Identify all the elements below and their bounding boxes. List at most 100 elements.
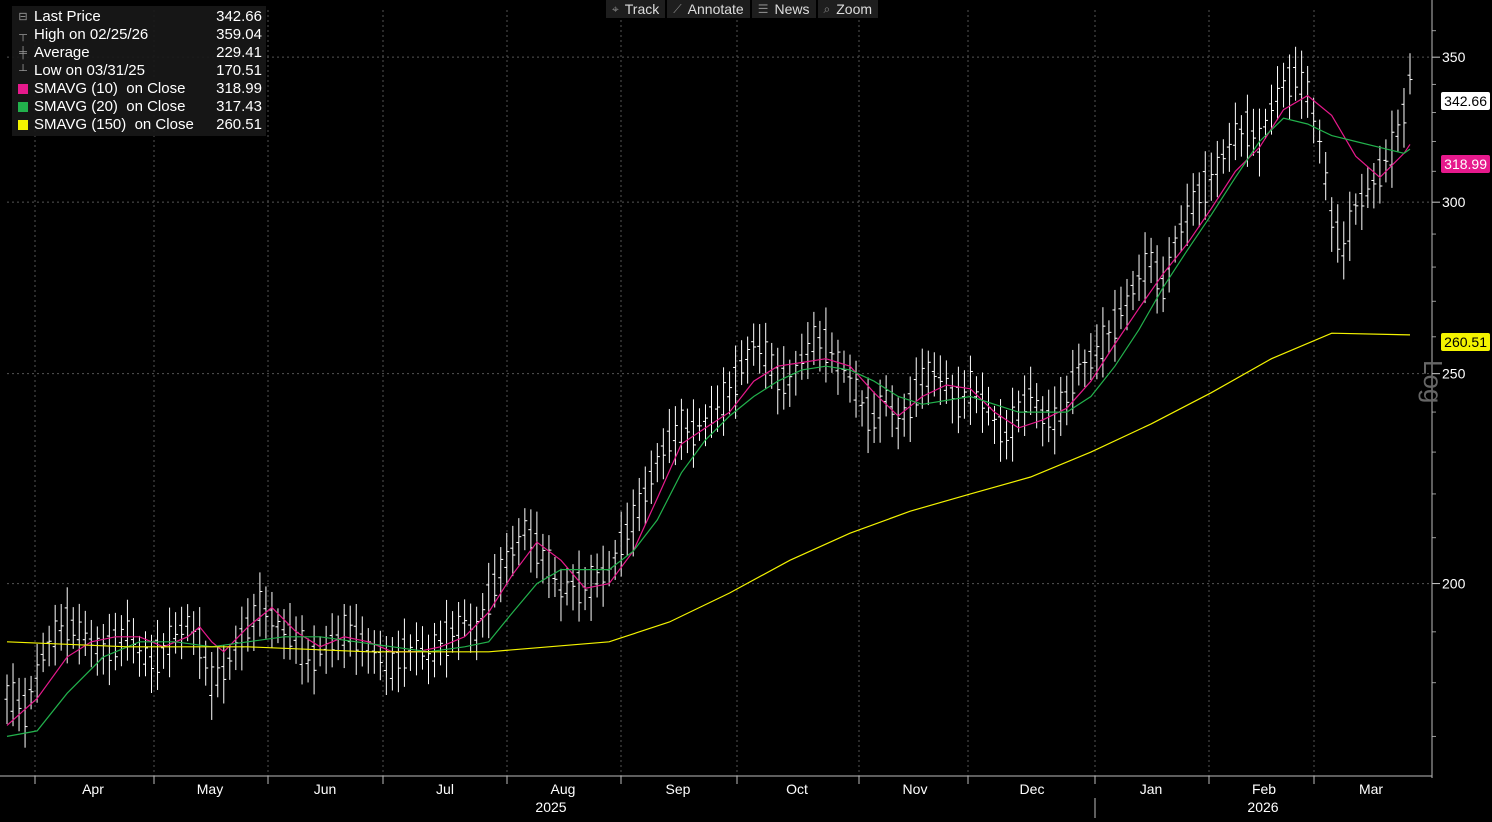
legend-row-smavg-150[interactable]: SMAVG (150) on Close 260.51	[16, 116, 262, 134]
price-bar	[124, 599, 130, 661]
price-bar	[245, 598, 251, 652]
price-bar	[82, 610, 88, 657]
price-bar	[865, 377, 871, 454]
price-bar	[365, 628, 371, 674]
price-bar	[161, 633, 167, 669]
price-bar	[636, 477, 642, 532]
chart-series	[4, 46, 1413, 748]
price-bar	[1275, 66, 1281, 121]
low-marker-icon: ┴	[19, 65, 27, 77]
legend-row-smavg-10[interactable]: SMAVG (10) on Close 318.99	[16, 80, 262, 98]
price-bar	[576, 550, 582, 622]
legend-label: Last Price	[34, 8, 101, 25]
price-bar	[1359, 173, 1365, 231]
x-year-label: 2025	[535, 799, 566, 815]
price-bar	[1389, 110, 1395, 188]
legend-row-smavg-20[interactable]: SMAVG (20) on Close 317.43	[16, 98, 262, 116]
price-bar	[1148, 237, 1154, 284]
price-bar	[221, 645, 227, 704]
x-tick-label: Oct	[786, 781, 808, 797]
price-bar	[745, 336, 751, 384]
price-bar	[943, 360, 949, 404]
price-bar	[1250, 108, 1256, 156]
magnifier-icon: ⌕	[823, 2, 831, 16]
price-bar	[1395, 109, 1401, 152]
legend-label: SMAVG (20) on Close	[34, 98, 186, 115]
price-bar	[1184, 183, 1190, 246]
price-bar	[341, 604, 347, 669]
price-bar	[58, 604, 64, 651]
price-bar	[979, 372, 985, 433]
price-bar	[299, 615, 305, 685]
legend-row-average[interactable]: ╪ Average 229.41	[16, 44, 262, 62]
price-bar	[1299, 50, 1305, 119]
legend-row-low[interactable]: ┴ Low on 03/31/25 170.51	[16, 62, 262, 80]
price-bar	[389, 637, 395, 691]
price-bar	[269, 591, 275, 648]
price-bar	[1281, 62, 1287, 108]
price-bar	[594, 553, 600, 598]
annotate-button[interactable]: ⟋ Annotate	[667, 0, 750, 18]
price-bar	[811, 311, 817, 366]
price-bar	[998, 399, 1004, 462]
track-button[interactable]: ⌖ Track	[606, 0, 666, 18]
price-bar	[1118, 286, 1124, 330]
price-bar	[1341, 221, 1347, 280]
x-tick-label: Nov	[903, 781, 928, 797]
price-bar	[895, 397, 901, 450]
zoom-label: Zoom	[836, 1, 873, 17]
price-bar	[805, 322, 811, 380]
x-tick-label: Aug	[551, 781, 576, 797]
price-bar	[4, 674, 10, 725]
price-bar	[1226, 122, 1232, 172]
price-bar	[419, 626, 425, 670]
price-bar	[112, 612, 118, 671]
x-tick-label: Feb	[1252, 781, 1276, 797]
price-bar	[1353, 193, 1359, 225]
price-bar	[1064, 375, 1070, 426]
price-bar	[335, 615, 341, 661]
zoom-button[interactable]: ⌕ Zoom	[817, 0, 879, 18]
price-bar	[1142, 232, 1148, 304]
price-bar	[660, 428, 666, 480]
news-button[interactable]: ☰ News	[751, 0, 816, 18]
price-bar	[1178, 205, 1184, 251]
annotate-label: Annotate	[687, 1, 744, 17]
price-bar	[931, 352, 937, 397]
price-bar	[311, 625, 317, 695]
x-tick-label: Jul	[436, 781, 454, 797]
price-bar	[552, 557, 558, 597]
pencil-icon: ⟋	[673, 2, 682, 16]
price-bar	[1004, 410, 1010, 460]
price-bar	[46, 625, 52, 667]
legend-row-last-price[interactable]: ⊟ Last Price 342.66	[16, 8, 262, 26]
average-marker-icon: ╪	[19, 47, 27, 59]
price-bar	[287, 602, 293, 660]
price-bar	[522, 508, 528, 551]
price-bar	[100, 623, 106, 675]
legend-row-high[interactable]: ┬ High on 02/25/26 359.04	[16, 26, 262, 44]
price-bar	[347, 605, 353, 657]
x-tick-label: Mar	[1359, 781, 1383, 797]
price-bar	[136, 635, 142, 677]
price-bar	[450, 611, 456, 653]
legend-label: Average	[34, 44, 90, 61]
price-bar	[690, 399, 696, 468]
legend-label: High on 02/25/26	[34, 26, 149, 43]
chart-axes: 200 250 300 350 Apr May Jun Jul Aug Sep Oct Nov Dec J…	[0, 0, 1466, 818]
price-bar	[727, 371, 733, 415]
price-bar	[835, 339, 841, 395]
collapse-icon[interactable]: ⊟	[18, 11, 28, 23]
price-bar	[600, 545, 606, 607]
series-line-smavg-10-	[6, 94, 1411, 726]
price-bar	[239, 606, 245, 671]
price-bar	[889, 385, 895, 438]
x-tick-label: Jun	[314, 781, 337, 797]
price-bar	[618, 511, 624, 577]
price-bar	[329, 613, 335, 668]
price-bar	[540, 533, 546, 583]
log-scale-label: Log	[1418, 360, 1448, 404]
price-bar	[925, 350, 931, 406]
price-bar	[919, 348, 925, 409]
